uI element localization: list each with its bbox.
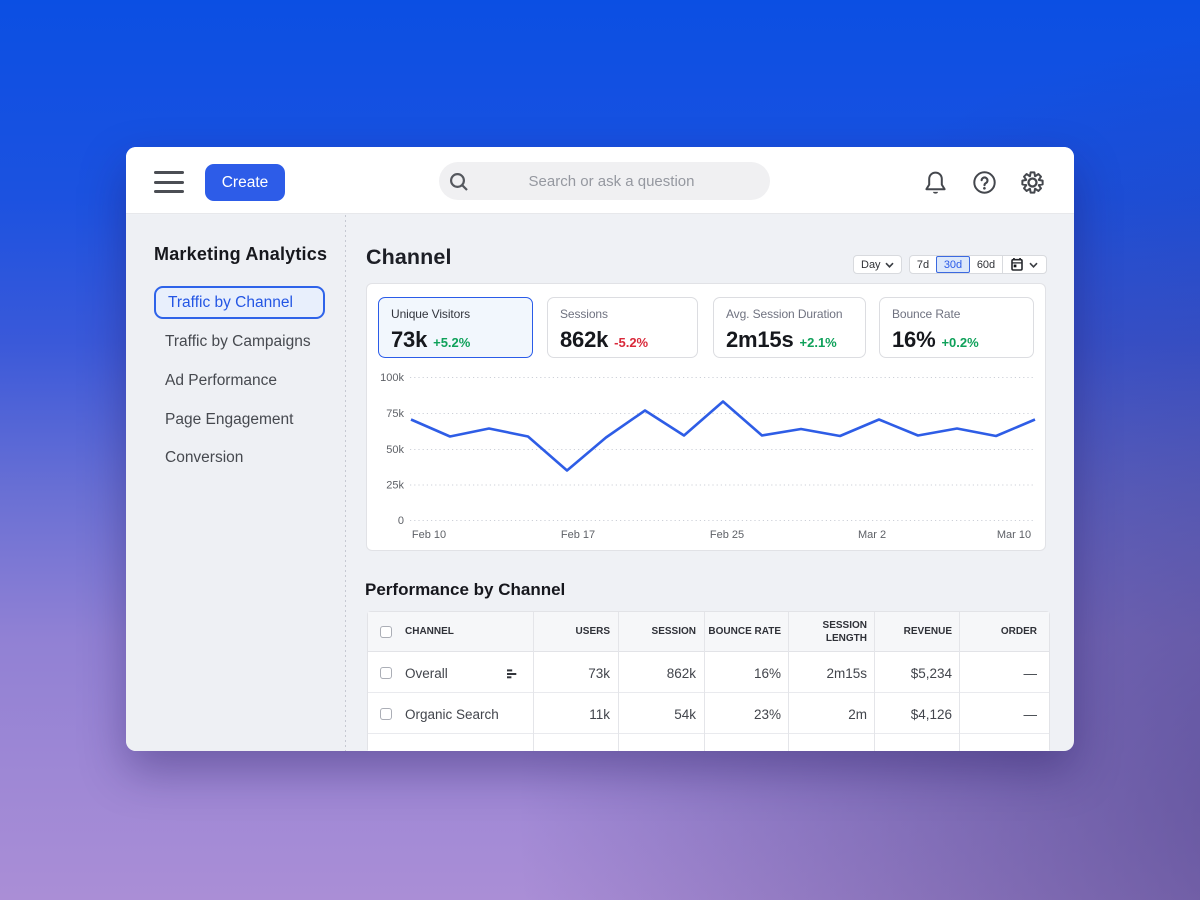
- svg-text:Mar 2: Mar 2: [858, 529, 886, 541]
- svg-text:Feb 17: Feb 17: [561, 529, 595, 541]
- svg-text:75k: 75k: [386, 408, 404, 420]
- svg-text:Mar 10: Mar 10: [997, 529, 1031, 541]
- svg-text:50k: 50k: [386, 444, 404, 456]
- svg-text:Feb 10: Feb 10: [412, 529, 446, 541]
- svg-text:25k: 25k: [386, 480, 404, 492]
- svg-text:Feb 25: Feb 25: [710, 529, 744, 541]
- svg-text:0: 0: [398, 515, 404, 527]
- svg-text:100k: 100k: [380, 372, 404, 384]
